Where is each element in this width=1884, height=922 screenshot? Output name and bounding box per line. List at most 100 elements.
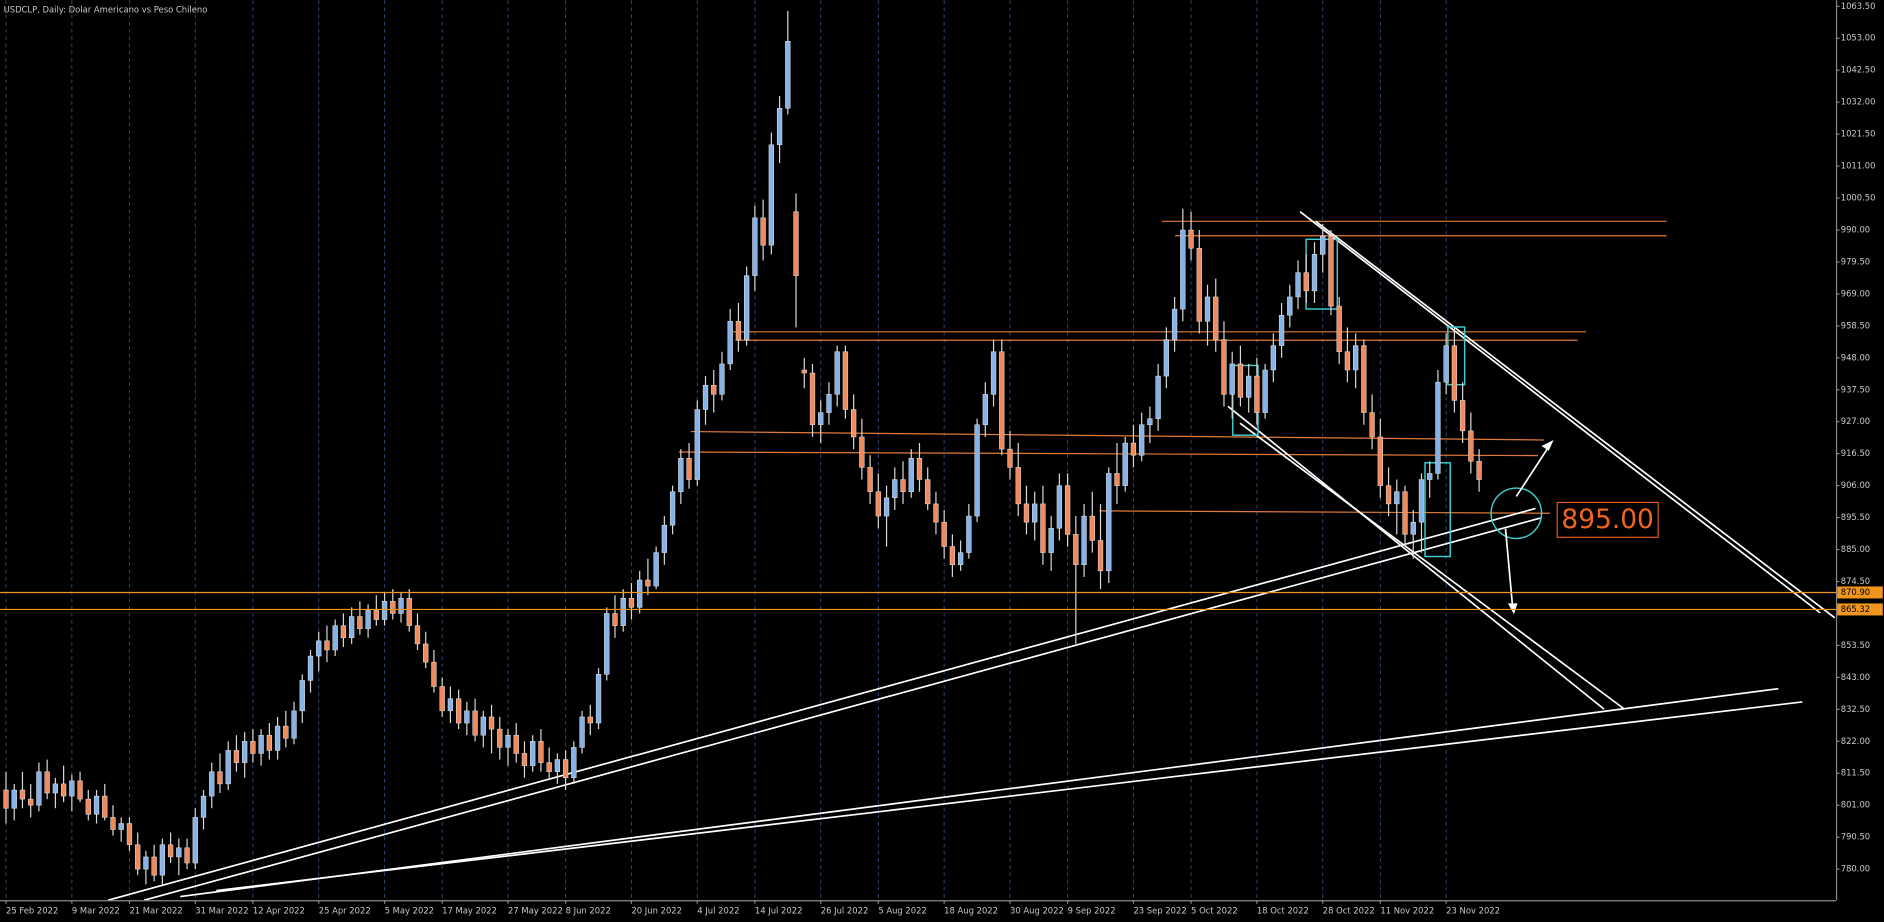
candle-body <box>159 844 166 876</box>
channel-line <box>1299 211 1821 614</box>
candle-body <box>332 625 338 651</box>
candle-body <box>447 698 454 712</box>
candle-body <box>1468 430 1474 462</box>
candle-body <box>1311 254 1318 292</box>
candle-body <box>1377 436 1383 486</box>
candle-body <box>316 640 322 657</box>
candle-body <box>398 598 404 614</box>
x-tick-label: 23 Nov 2022 <box>1446 905 1500 915</box>
candle-body <box>126 823 133 846</box>
candle-body <box>637 579 643 608</box>
candle-body <box>274 725 281 751</box>
candle-body <box>628 598 635 608</box>
y-tick-label: 811.50 <box>1841 768 1870 778</box>
candle-body <box>406 598 412 626</box>
candle-body <box>135 844 141 870</box>
arrow-head <box>1541 439 1554 451</box>
x-tick-label: 25 Apr 2022 <box>319 905 371 915</box>
candle-body <box>711 384 717 395</box>
candle-body <box>414 625 421 645</box>
candle-body <box>694 409 700 480</box>
candle-body <box>669 491 676 526</box>
candle-body <box>883 497 890 517</box>
candle-body <box>291 710 297 739</box>
candle-body <box>1262 369 1268 413</box>
candle-body <box>587 716 593 724</box>
candle-body <box>1476 461 1482 480</box>
y-tick-label: 906.00 <box>1841 480 1870 490</box>
candles <box>3 10 1482 885</box>
candle-body <box>538 741 544 763</box>
x-tick-label: 5 Aug 2022 <box>878 905 927 915</box>
candle-body <box>381 601 388 620</box>
candle-body <box>1048 528 1054 553</box>
y-tick-label: 1063.50 <box>1841 1 1876 11</box>
candle-body <box>192 817 198 864</box>
candle-body <box>719 363 725 395</box>
candle-body <box>1435 381 1441 474</box>
candle-body <box>1180 229 1186 310</box>
candle-body <box>1122 442 1128 486</box>
candle-body <box>851 409 857 438</box>
x-tick-label: 27 May 2022 <box>508 905 563 915</box>
y-tick-label: 780.00 <box>1841 864 1870 874</box>
candle-body <box>102 795 108 818</box>
candle-body <box>1451 345 1458 401</box>
candle-body <box>1278 314 1285 346</box>
trend-line <box>107 507 1536 901</box>
candle-body <box>1106 473 1112 572</box>
candle-body <box>77 780 83 800</box>
candle-body <box>69 780 75 797</box>
candle-body <box>1385 485 1392 505</box>
candle-body <box>390 601 396 614</box>
candle-body <box>1402 491 1408 535</box>
y-tick-label: 1021.50 <box>1841 129 1876 139</box>
x-tick-label: 31 Mar 2022 <box>195 905 248 915</box>
candle-body <box>645 579 651 587</box>
candle-body <box>752 217 758 276</box>
candle-body <box>809 372 816 426</box>
y-tick-label: 916.50 <box>1841 448 1870 458</box>
y-tick-label: 1053.00 <box>1841 33 1876 43</box>
candle-body <box>990 351 997 395</box>
candle-body <box>1229 363 1235 395</box>
candle-body <box>1410 521 1416 535</box>
grid <box>5 0 1447 901</box>
candle-body <box>1246 375 1252 398</box>
y-tick-label: 927.00 <box>1841 416 1870 426</box>
candle-body <box>373 610 379 620</box>
level-line <box>690 430 1544 441</box>
annotation-box <box>1556 501 1659 538</box>
candle-body <box>357 616 363 629</box>
candle-body <box>36 771 42 806</box>
candle-body <box>242 741 248 763</box>
candle-body <box>3 789 9 809</box>
candle-body <box>760 217 766 246</box>
candle-body <box>497 728 503 748</box>
candle-body <box>842 351 849 410</box>
candle-body <box>966 515 972 553</box>
candle-body <box>530 741 536 766</box>
candle-body <box>1418 479 1425 523</box>
candle-body <box>233 750 240 763</box>
candle-body <box>974 424 980 517</box>
candle-body <box>1056 485 1063 529</box>
y-tick-label: 822.00 <box>1841 736 1870 746</box>
candle-body <box>225 750 231 785</box>
y-tick-label: 843.00 <box>1841 672 1870 682</box>
candle-body <box>1303 272 1309 292</box>
y-tick-label: 1000.50 <box>1841 193 1876 203</box>
candle-body <box>727 321 733 365</box>
candle-body <box>1270 345 1276 371</box>
candle-body <box>1237 363 1244 398</box>
candle-body <box>1081 515 1087 566</box>
candle-body <box>349 616 355 639</box>
candle-body <box>118 823 124 830</box>
y-tick-label: 979.50 <box>1841 256 1870 266</box>
price-tag-label: 865.32 <box>1841 604 1870 614</box>
candle-body <box>562 759 569 779</box>
y-tick-label: 801.00 <box>1841 800 1870 810</box>
candle-body <box>340 625 347 639</box>
candle-body <box>892 479 898 499</box>
